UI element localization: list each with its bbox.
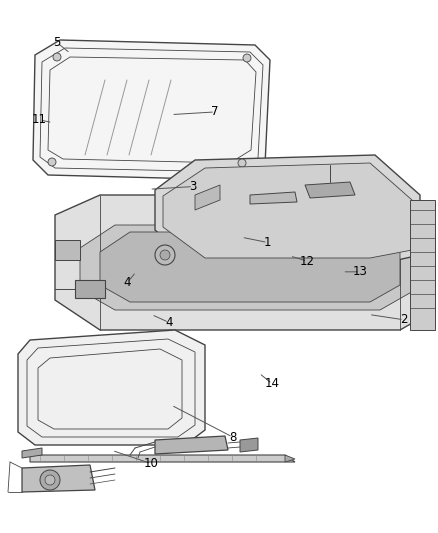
Text: 3: 3 [189, 180, 196, 193]
Polygon shape [18, 330, 205, 445]
Text: 1: 1 [263, 236, 271, 249]
Circle shape [243, 54, 251, 62]
Circle shape [159, 250, 170, 260]
Polygon shape [48, 57, 255, 163]
Circle shape [237, 159, 245, 167]
Text: 2: 2 [399, 313, 407, 326]
Circle shape [53, 53, 61, 61]
Text: 7: 7 [211, 106, 219, 118]
Polygon shape [409, 200, 434, 330]
Text: 12: 12 [299, 255, 314, 268]
Polygon shape [27, 339, 194, 437]
Polygon shape [55, 195, 434, 330]
Polygon shape [155, 155, 419, 265]
Polygon shape [30, 455, 294, 462]
Polygon shape [22, 448, 42, 458]
Polygon shape [194, 185, 219, 210]
Polygon shape [249, 192, 297, 204]
Polygon shape [284, 455, 294, 462]
Polygon shape [22, 465, 95, 492]
Circle shape [48, 158, 56, 166]
Polygon shape [240, 438, 258, 452]
Polygon shape [162, 163, 411, 258]
Text: 4: 4 [123, 276, 131, 289]
Text: 4: 4 [165, 316, 173, 329]
Polygon shape [55, 240, 80, 260]
Polygon shape [80, 225, 414, 310]
Text: 11: 11 [32, 114, 47, 126]
Polygon shape [155, 436, 227, 454]
Polygon shape [33, 40, 269, 180]
Circle shape [45, 475, 55, 485]
Polygon shape [100, 232, 399, 302]
Circle shape [155, 245, 175, 265]
Text: 8: 8 [229, 431, 236, 443]
Polygon shape [38, 349, 182, 429]
Text: 14: 14 [264, 377, 279, 390]
Text: 13: 13 [352, 265, 367, 278]
Text: 10: 10 [144, 457, 159, 470]
Polygon shape [75, 280, 105, 298]
Polygon shape [40, 48, 262, 172]
Text: 5: 5 [53, 36, 60, 49]
Circle shape [40, 470, 60, 490]
Polygon shape [304, 182, 354, 198]
